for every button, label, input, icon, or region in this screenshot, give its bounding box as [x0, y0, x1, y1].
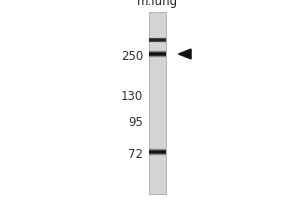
Bar	[149, 152, 166, 154]
Bar	[149, 38, 166, 39]
Bar	[149, 55, 166, 57]
Bar	[149, 12, 166, 194]
Bar	[149, 53, 166, 55]
Text: 250: 250	[121, 50, 143, 63]
Text: m.lung: m.lung	[137, 0, 178, 8]
Bar	[149, 153, 166, 155]
Bar	[149, 54, 166, 56]
Bar	[149, 56, 166, 58]
Polygon shape	[178, 49, 191, 59]
Bar	[149, 50, 166, 52]
Bar	[149, 154, 166, 156]
Bar	[149, 149, 166, 151]
Bar	[149, 37, 166, 39]
Text: 72: 72	[128, 148, 143, 162]
Bar	[149, 38, 166, 40]
Bar	[149, 41, 166, 42]
Bar	[149, 151, 166, 153]
Text: 95: 95	[128, 116, 143, 130]
Bar	[149, 40, 166, 42]
Bar	[149, 150, 166, 152]
Text: 130: 130	[121, 90, 143, 104]
Bar	[149, 148, 166, 150]
Bar	[149, 51, 166, 53]
Bar	[149, 39, 166, 41]
Bar	[149, 41, 166, 43]
Bar	[149, 52, 166, 54]
